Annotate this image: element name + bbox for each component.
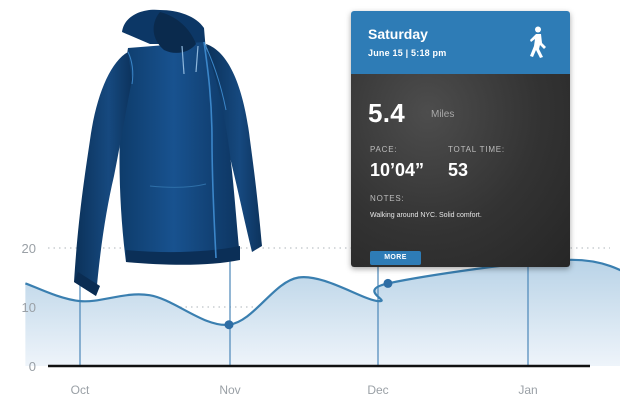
notes-text: Walking around NYC. Solid comfort. [370,212,482,219]
walking-person-icon [530,26,546,58]
data-markers [224,278,393,330]
x-axis-ticks: Oct Nov Dec Jan [71,383,538,397]
distance-unit: Miles [431,109,455,120]
pace-label: PACE: [370,145,398,154]
x-tick-label: Oct [71,383,90,397]
x-tick-label: Dec [367,383,388,397]
y-tick-label: 0 [29,359,36,374]
distance-value: 5.4 [368,98,406,128]
y-tick-label: 10 [22,300,36,315]
card-header: Saturday June 15 | 5:18 pm [351,11,570,74]
x-tick-label: Jan [518,383,537,397]
data-point-marker[interactable] [383,278,393,288]
pace-value: 10’04” [370,160,425,180]
x-tick-label: Nov [219,383,240,397]
card-day: Saturday [368,26,428,42]
notes-label: NOTES: [370,194,405,203]
hoodie-image [74,9,262,296]
activity-card: Saturday June 15 | 5:18 pm 5.4 Miles PAC… [351,11,570,267]
total-time-value: 53 [448,160,469,180]
y-tick-label: 20 [22,241,36,256]
y-axis-ticks: 0 10 20 [22,241,36,374]
area-fill [25,259,620,366]
card-date: June 15 | 5:18 pm [368,48,447,58]
more-button[interactable]: MORE [370,251,421,265]
card-body: 5.4 Miles PACE: 10’04” TOTAL TIME: 53 NO… [351,74,570,267]
total-time-label: TOTAL TIME: [448,145,505,154]
data-point-marker[interactable] [224,320,234,330]
